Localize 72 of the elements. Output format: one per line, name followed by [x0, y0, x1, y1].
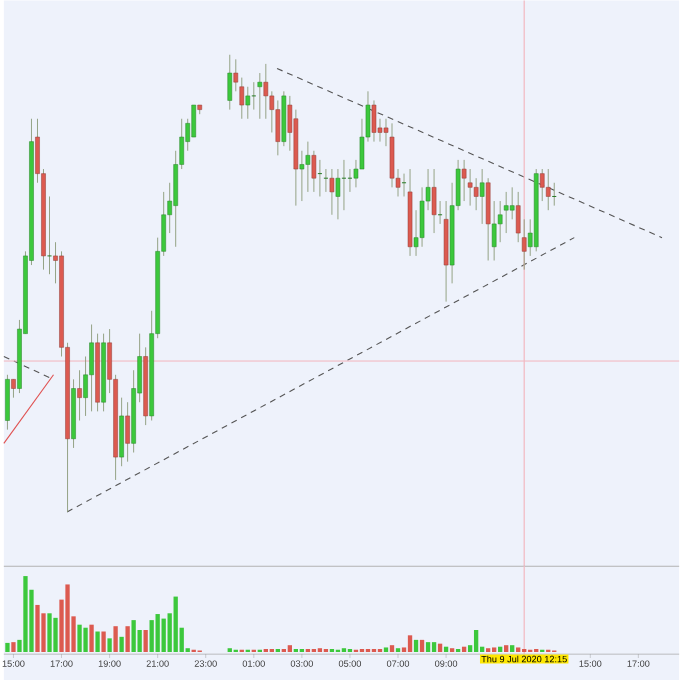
bar — [407, 635, 413, 653]
bar — [516, 647, 521, 653]
bar — [53, 617, 58, 653]
candlestick — [473, 177, 479, 211]
candlestick — [245, 86, 251, 120]
candlestick — [509, 186, 515, 220]
candlestick — [47, 196, 53, 275]
candlestick — [347, 168, 353, 193]
candlestick — [389, 122, 395, 188]
candlestick — [305, 141, 311, 193]
bar — [413, 639, 419, 653]
candlestick — [467, 168, 473, 207]
candlestick — [227, 54, 233, 111]
bar — [41, 613, 46, 653]
bar — [83, 627, 88, 653]
bar — [11, 642, 16, 653]
candlestick — [335, 168, 341, 220]
bar — [173, 596, 178, 653]
bar — [155, 614, 160, 653]
candlestick — [11, 378, 16, 399]
bar — [107, 638, 112, 653]
candlestick — [125, 401, 131, 463]
bar — [492, 647, 497, 653]
candlestick — [5, 374, 10, 431]
candlestick — [503, 191, 509, 234]
bar — [149, 620, 154, 653]
candlestick — [371, 100, 377, 143]
candlestick — [77, 369, 82, 421]
bar — [101, 631, 106, 653]
bar — [161, 618, 166, 653]
candlestick — [281, 90, 287, 147]
candlestick — [431, 168, 437, 234]
bar — [23, 576, 28, 653]
bar — [474, 629, 479, 653]
bar — [425, 642, 431, 653]
candlestick — [540, 168, 545, 202]
candlestick — [299, 150, 305, 202]
candlestick — [461, 159, 467, 202]
candlestick — [119, 397, 124, 467]
candlestick — [257, 72, 263, 120]
bar — [383, 647, 389, 653]
bar — [510, 645, 515, 653]
bar — [143, 629, 148, 653]
bar — [47, 613, 52, 653]
bar — [125, 626, 130, 653]
bar — [5, 642, 10, 653]
bar — [504, 645, 509, 653]
bar — [131, 620, 136, 653]
bar — [35, 604, 40, 653]
candlestick — [191, 104, 197, 138]
candlestick — [323, 168, 329, 193]
bar — [95, 631, 100, 653]
candlestick — [443, 200, 449, 303]
candlestick — [485, 177, 491, 261]
bar — [419, 639, 425, 653]
candlestick — [89, 324, 94, 412]
bar — [89, 624, 94, 653]
bar — [77, 624, 82, 653]
candlestick — [317, 159, 323, 197]
bar — [113, 626, 118, 653]
candlestick — [311, 150, 317, 193]
candlestick — [479, 168, 485, 225]
bar — [119, 636, 124, 653]
bar — [389, 645, 395, 653]
bar — [432, 642, 437, 653]
candlestick — [546, 168, 551, 211]
candlestick — [341, 159, 347, 211]
candlestick — [251, 81, 257, 111]
bar — [65, 584, 70, 653]
candlestick — [329, 168, 335, 216]
bar — [287, 645, 293, 653]
candlestick — [551, 182, 557, 207]
